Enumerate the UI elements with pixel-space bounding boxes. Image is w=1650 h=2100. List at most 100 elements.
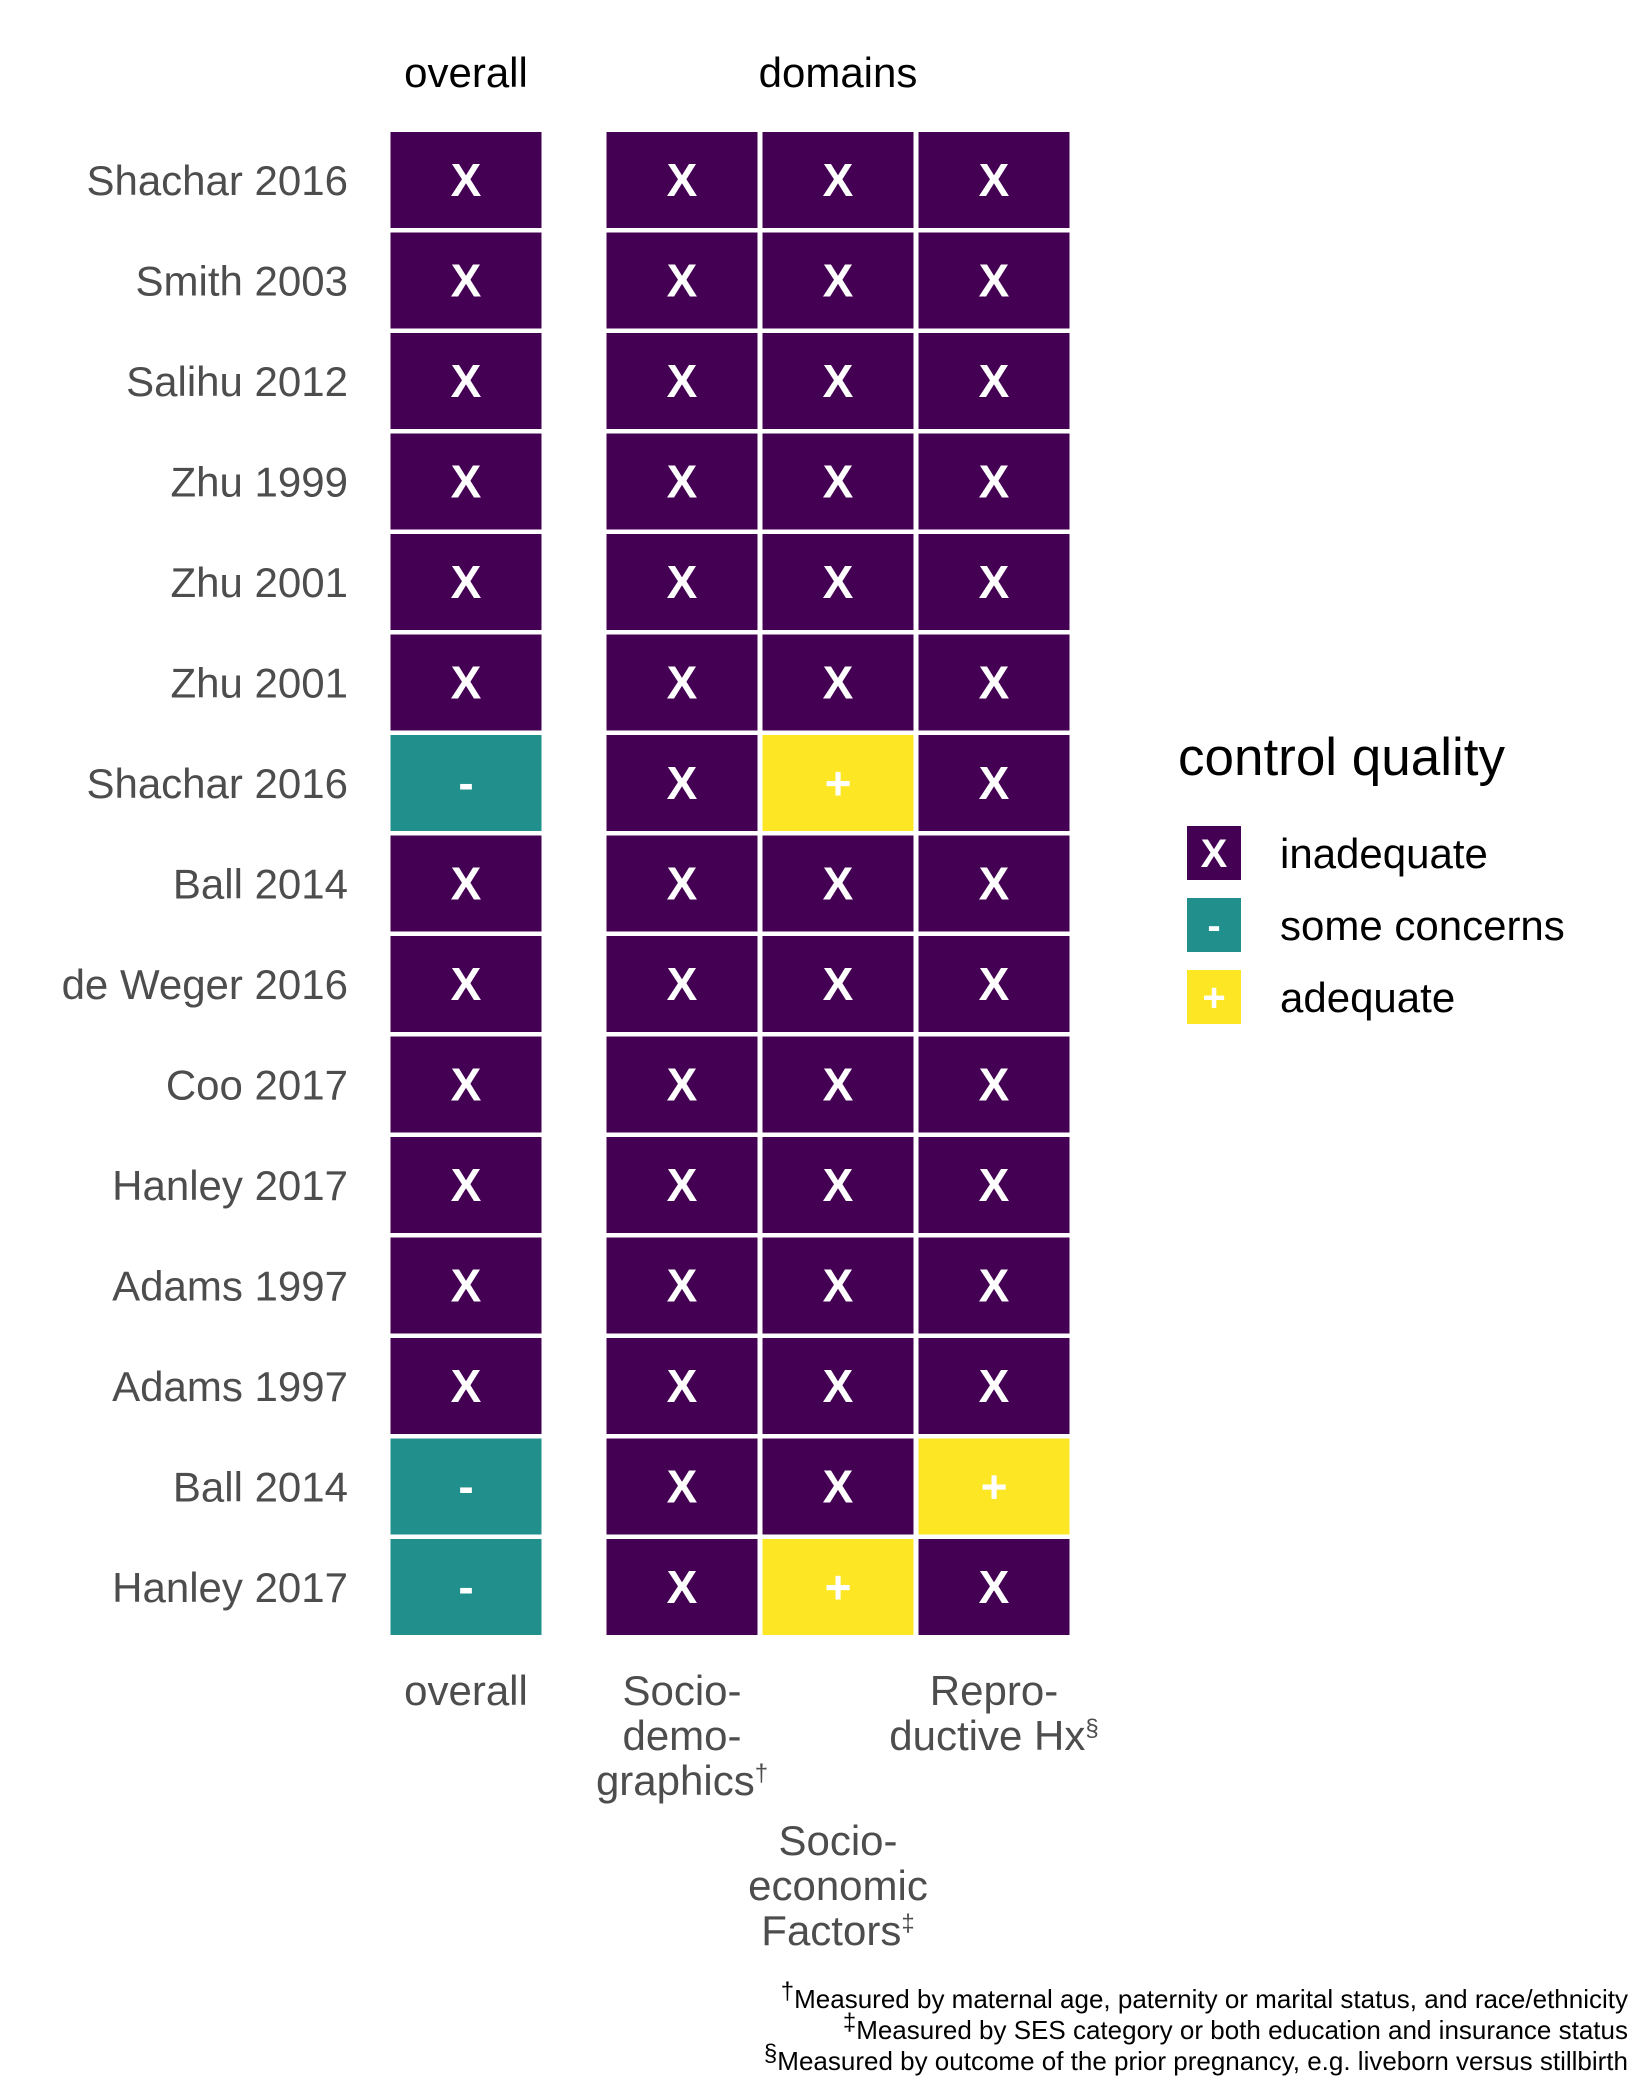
tile-fill <box>762 1539 914 1635</box>
tile-symbol: X <box>667 1260 698 1312</box>
row-label: Ball 2014 <box>173 1464 348 1511</box>
facet-title-overall: overall <box>404 49 528 96</box>
tile-overall: X <box>390 1137 542 1233</box>
tile-symbol: X <box>667 154 698 206</box>
row-label: Shachar 2016 <box>86 760 348 807</box>
column-label-line: graphics† <box>596 1757 768 1804</box>
row-label: de Weger 2016 <box>62 961 348 1008</box>
tile-fill <box>390 735 542 831</box>
tile-fill <box>762 1137 914 1233</box>
tile-sociodemographics: X <box>606 1338 758 1434</box>
tile-fill <box>762 1338 914 1434</box>
tile-fill <box>918 1036 1070 1133</box>
tile-fill <box>762 232 914 329</box>
tile-fill <box>606 1137 758 1233</box>
tile-reproductive: X <box>918 433 1070 530</box>
tile-symbol: X <box>823 154 854 206</box>
tile-socioeconomic: X <box>762 1137 914 1233</box>
column-label-line: economic <box>748 1862 928 1909</box>
tile-fill <box>390 1036 542 1133</box>
column-label-reproductive: Repro-ductive Hx§ <box>889 1667 1098 1759</box>
tile-symbol: X <box>823 657 854 709</box>
tile-symbol: X <box>823 255 854 307</box>
tile-fill <box>918 1539 1070 1635</box>
tile-reproductive: X <box>918 835 1070 932</box>
tile-fill <box>390 1539 542 1635</box>
tile-fill <box>762 735 914 831</box>
tile-socioeconomic: X <box>762 333 914 429</box>
tile-symbol: X <box>667 657 698 709</box>
column-label-line: Factors‡ <box>761 1907 914 1954</box>
tile-socioeconomic: X <box>762 835 914 932</box>
tile-sociodemographics: X <box>606 835 758 932</box>
tile-overall: X <box>390 634 542 731</box>
row-label: Salihu 2012 <box>126 358 348 405</box>
tile-fill <box>390 936 542 1032</box>
tile-symbol: X <box>667 1561 698 1613</box>
tile-reproductive: X <box>918 232 1070 329</box>
tile-fill <box>390 1237 542 1334</box>
tile-fill <box>918 1438 1070 1535</box>
tile-fill <box>762 534 914 630</box>
tile-symbol: X <box>451 556 482 608</box>
tile-symbol: X <box>451 456 482 508</box>
tile-fill <box>918 1137 1070 1233</box>
tile-fill <box>762 1036 914 1133</box>
tile-symbol: X <box>823 556 854 608</box>
row-label: Zhu 2001 <box>171 660 348 707</box>
tile-fill <box>918 1237 1070 1334</box>
tile-socioeconomic: X <box>762 232 914 329</box>
tile-overall: - <box>390 735 542 831</box>
tile-symbol: X <box>451 255 482 307</box>
tile-symbol: - <box>458 1461 473 1513</box>
facet-title-domains: domains <box>759 49 918 96</box>
tile-symbol: X <box>667 1461 698 1513</box>
row-label: Hanley 2017 <box>112 1564 348 1611</box>
tile-fill <box>918 132 1070 228</box>
tile-symbol: X <box>979 1260 1010 1312</box>
tile-symbol: X <box>667 757 698 809</box>
tile-socioeconomic: + <box>762 1539 914 1635</box>
tile-grid: X X X XX X X XX X X XX X X XX X X XX X X X- X + XX X X XX X X XX X X X… <box>390 132 1070 1635</box>
tile-fill <box>762 132 914 228</box>
tile-sociodemographics: X <box>606 634 758 731</box>
row-label: Shachar 2016 <box>86 157 348 204</box>
footnote: †Measured by maternal age, paternity or … <box>781 1978 1628 2014</box>
tile-fill <box>762 433 914 530</box>
tile-sociodemographics: X <box>606 1137 758 1233</box>
tile-fill <box>606 1237 758 1334</box>
tile-socioeconomic: X <box>762 534 914 630</box>
tile-fill <box>606 433 758 530</box>
tile-fill <box>918 634 1070 731</box>
tile-symbol: X <box>451 1159 482 1211</box>
tile-reproductive: X <box>918 735 1070 831</box>
tile-sociodemographics: X <box>606 333 758 429</box>
column-label-line: demo- <box>622 1712 741 1759</box>
tile-symbol: X <box>451 858 482 910</box>
tile-reproductive: X <box>918 132 1070 228</box>
tile-symbol: X <box>979 255 1010 307</box>
legend-key <box>1187 970 1241 1024</box>
legend-key-symbol: - <box>1207 904 1220 948</box>
tile-symbol: X <box>667 858 698 910</box>
tile-fill <box>390 132 542 228</box>
tile-fill <box>762 333 914 429</box>
tile-symbol: X <box>451 657 482 709</box>
tile-fill <box>390 634 542 731</box>
tile-symbol: X <box>667 1159 698 1211</box>
column-label-line: Socio- <box>622 1667 741 1714</box>
tile-socioeconomic: X <box>762 1036 914 1133</box>
tile-fill <box>606 835 758 932</box>
tile-fill <box>606 1036 758 1133</box>
tile-socioeconomic: X <box>762 1438 914 1535</box>
tile-reproductive: X <box>918 1338 1070 1434</box>
legend: control quality X inadequate - some concerns… <box>1178 728 1565 1024</box>
tile-symbol: X <box>667 958 698 1010</box>
legend-item-adequate: + adequate <box>1187 970 1455 1024</box>
column-labels: overall Socio-demo-graphics†Socio-economi… <box>404 1667 1099 1954</box>
tile-fill <box>762 1237 914 1334</box>
tile-sociodemographics: X <box>606 936 758 1032</box>
tile-reproductive: X <box>918 1036 1070 1133</box>
